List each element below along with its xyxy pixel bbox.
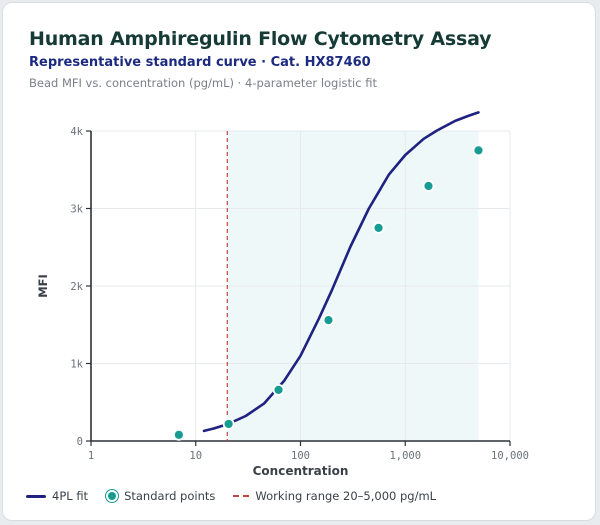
y-axis-label: MFI (36, 274, 50, 298)
fit-line-swatch-icon (26, 494, 46, 498)
y-tick-label: 4k (70, 126, 83, 138)
chart-title: Human Amphiregulin Flow Cytometry Assay (29, 28, 492, 50)
standard-points (172, 144, 485, 441)
standard-point (272, 383, 285, 396)
legend-item-range: Working range 20–5,000 pg/mL (233, 489, 436, 503)
dashed-line-swatch-icon (233, 495, 250, 497)
x-axis-label: Concentration (253, 464, 349, 478)
axis-ticks: 1 10 100 1,000 10,000 0 1k 2k 3k 4k (70, 126, 529, 462)
legend: 4PL fit Standard points Working range 20… (26, 487, 454, 505)
standard-point (172, 428, 185, 441)
chart-subtitle: Representative standard curve · Cat. HX8… (29, 55, 371, 70)
point-swatch-icon (106, 490, 119, 502)
legend-item-points: Standard points (106, 489, 215, 503)
y-tick-label: 0 (77, 436, 83, 448)
legend-points-label: Standard points (124, 489, 216, 503)
x-tick-label: 1 (88, 450, 94, 462)
chart-caption: Bead MFI vs. concentration (pg/mL) · 4-p… (29, 76, 377, 90)
legend-range-label: Working range 20–5,000 pg/mL (255, 489, 437, 503)
standard-point (472, 144, 485, 157)
x-tick-label: 10 (189, 450, 202, 462)
y-tick-label: 1k (70, 359, 83, 371)
standard-point (422, 180, 435, 192)
legend-item-fit: 4PL fit (26, 489, 88, 503)
x-tick-label: 1,000 (389, 450, 421, 462)
legend-fit-label: 4PL fit (52, 489, 89, 503)
x-tick-label: 10,000 (491, 450, 529, 462)
standard-point (322, 314, 335, 327)
fit-curve-line (202, 111, 480, 433)
x-tick-label: 100 (291, 450, 310, 462)
y-tick-label: 3k (70, 204, 83, 216)
y-tick-label: 2k (70, 281, 83, 293)
standard-point (222, 418, 235, 430)
standard-point (372, 221, 385, 234)
